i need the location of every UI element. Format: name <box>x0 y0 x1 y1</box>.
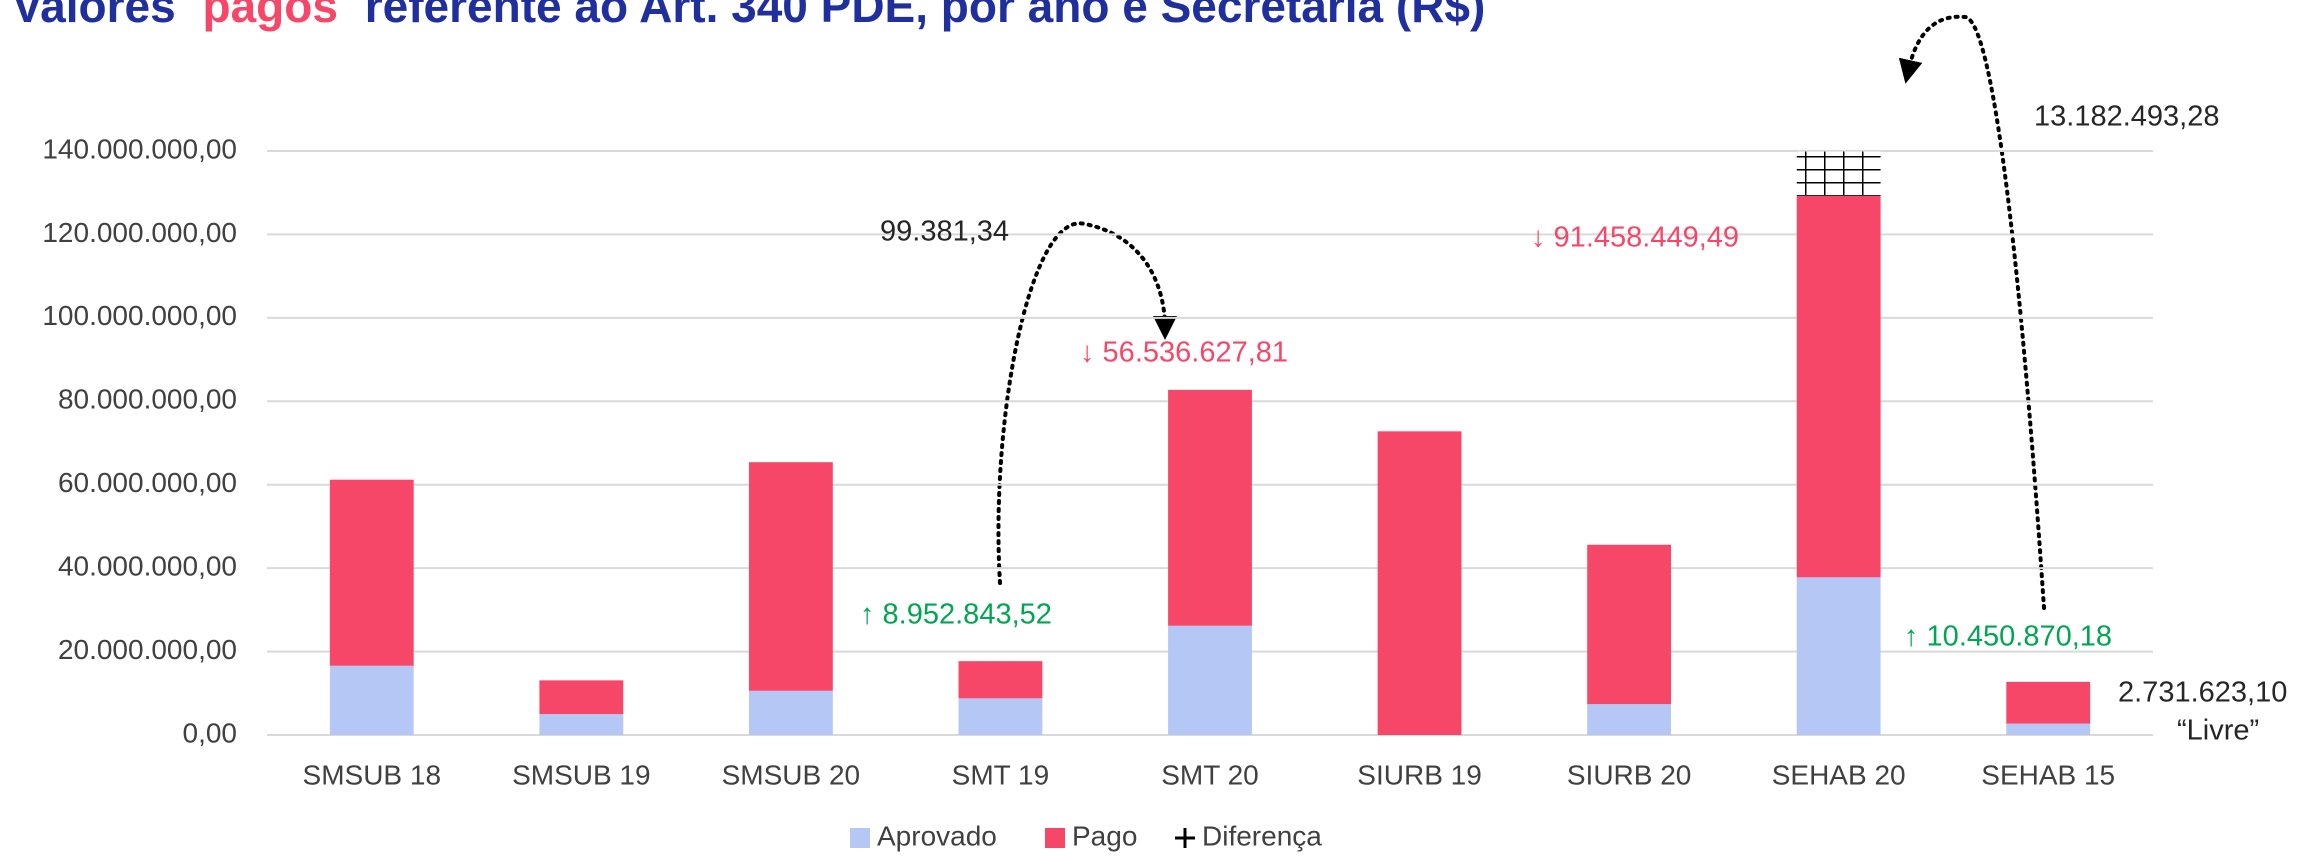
bar-segment <box>958 698 1043 735</box>
x-tick-label: SEHAB 20 <box>1772 759 1906 790</box>
x-tick-label: SMSUB 19 <box>512 759 651 790</box>
title-part: referente ao Art. 340 PDE, por ano e Sec… <box>365 0 1486 32</box>
annotation: 2.731.623,10 <box>2118 677 2287 709</box>
bar-segment <box>1796 577 1881 735</box>
legend-label: Pago <box>1072 820 1137 851</box>
y-tick-label: 140.000.000,00 <box>42 133 237 164</box>
legend-swatch <box>850 828 870 848</box>
x-tick-label: SIURB 20 <box>1567 759 1692 790</box>
annotation: 13.182.493,28 <box>2034 101 2219 133</box>
y-tick-label: 100.000.000,00 <box>42 300 237 331</box>
bar-segment <box>958 661 1043 699</box>
chart-title: Valores pagos referente ao Art. 340 PDE,… <box>12 0 1485 32</box>
x-tick-label: SEHAB 15 <box>1981 759 2115 790</box>
annotation: 99.381,34 <box>880 216 1009 248</box>
bar-segment <box>1587 704 1672 735</box>
annotation: ↑ 10.450.870,18 <box>1904 621 2112 653</box>
annotation: ↑ 8.952.843,52 <box>860 599 1052 631</box>
y-tick-label: 20.000.000,00 <box>58 634 237 665</box>
annotation: ↓ 56.536.627,81 <box>1080 337 1288 369</box>
legend-label: Aprovado <box>877 820 997 851</box>
bar-segment <box>748 462 833 691</box>
x-tick-label: SIURB 19 <box>1357 759 1482 790</box>
bar-segment <box>1796 195 1881 578</box>
bar-segment <box>539 680 624 715</box>
bar-segment <box>2006 681 2091 724</box>
legend-swatch <box>1045 828 1065 848</box>
legend-swatch <box>1175 828 1195 848</box>
y-tick-label: 120.000.000,00 <box>42 217 237 248</box>
difference-bar <box>1796 151 1881 196</box>
annotation: “Livre” <box>2177 715 2259 747</box>
y-tick-label: 60.000.000,00 <box>58 467 237 498</box>
title-part: Valores <box>12 0 176 32</box>
bar-segment <box>329 665 414 735</box>
bar-segment <box>1168 625 1252 735</box>
title-part: pagos <box>202 0 337 32</box>
x-tick-label: SMT 19 <box>952 759 1050 790</box>
x-tick-label: SMSUB 20 <box>722 759 861 790</box>
annotation-arrow <box>1898 14 2046 610</box>
bar-segment <box>329 479 414 666</box>
annotation-arrow <box>996 221 1177 585</box>
legend-label: Diferença <box>1202 820 1322 851</box>
x-tick-label: SMSUB 18 <box>303 759 442 790</box>
bar-segment <box>2006 723 2091 735</box>
x-tick-label: SMT 20 <box>1161 759 1259 790</box>
bar-segment <box>1168 389 1252 626</box>
y-tick-label: 40.000.000,00 <box>58 551 237 582</box>
annotation: ↓ 91.458.449,49 <box>1531 222 1739 254</box>
bar-segment <box>748 690 833 735</box>
y-tick-label: 0,00 <box>183 717 238 748</box>
bar-segment <box>1587 544 1672 705</box>
y-tick-label: 80.000.000,00 <box>58 384 237 415</box>
bar-segment <box>1377 431 1462 735</box>
bar-segment <box>539 714 624 735</box>
